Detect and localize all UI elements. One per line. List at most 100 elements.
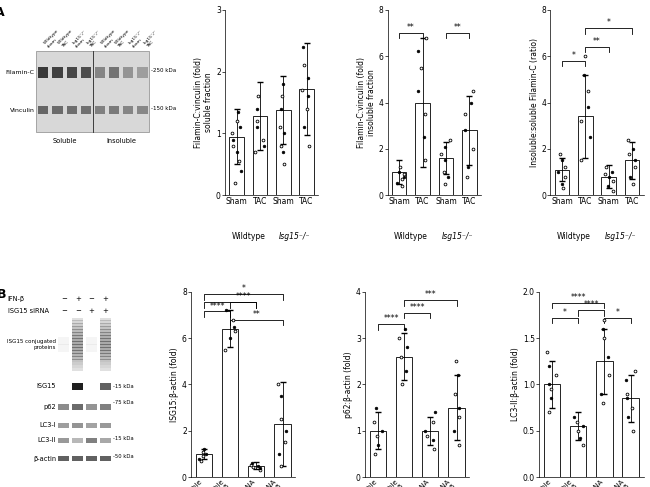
Bar [72,356,83,359]
Y-axis label: p62:β-actin (fold): p62:β-actin (fold) [344,351,353,418]
Bar [58,347,70,350]
Text: **: ** [407,23,415,32]
Bar [72,353,83,356]
Bar [72,404,83,410]
Bar [100,356,110,359]
Bar [222,329,238,477]
Y-axis label: Filamin-C:vinculin (fold)
insoluble fraction: Filamin-C:vinculin (fold) insoluble frac… [356,57,376,148]
Bar [625,161,639,195]
Text: IFN-β: IFN-β [8,297,25,302]
Bar [72,362,83,365]
Bar [100,323,110,327]
Bar [100,362,110,365]
Bar [253,116,267,195]
Text: -15 kDa: -15 kDa [113,384,134,389]
Bar [72,344,83,348]
Bar [86,456,97,461]
Bar [100,423,110,428]
Text: p62: p62 [44,404,56,410]
Bar [86,423,97,428]
Text: ****: **** [584,300,599,309]
Text: ****: **** [209,301,225,311]
Text: ISG15 siRNA: ISG15 siRNA [8,307,49,314]
Text: Wildtype
TAC: Wildtype TAC [57,29,77,49]
Bar [86,437,97,443]
Bar [100,338,110,342]
Bar [53,106,62,114]
Text: *: * [616,308,619,317]
Bar [300,89,314,195]
Bar [109,106,119,114]
Bar [137,106,148,114]
Bar [123,67,133,78]
Text: **: ** [454,23,462,32]
Bar [72,335,83,339]
Bar [81,67,91,78]
Text: Wildtype: Wildtype [394,232,428,242]
Bar [100,341,110,345]
Text: Isg15⁻/⁻
sham: Isg15⁻/⁻ sham [72,30,90,49]
Bar [570,426,586,477]
Bar [72,365,83,368]
Bar [66,106,77,114]
Bar [86,350,97,353]
Y-axis label: Filamin-C:vinculin (fold)
soluble fraction: Filamin-C:vinculin (fold) soluble fracti… [194,57,213,148]
Bar [95,67,105,78]
Bar [100,335,110,339]
Bar [58,342,70,345]
Bar [58,339,70,342]
Bar [578,116,593,195]
Bar [72,359,83,362]
Bar [72,347,83,351]
Text: Wildtype: Wildtype [231,232,265,242]
Bar [274,424,291,477]
Bar [422,431,439,477]
Bar [38,106,49,114]
Text: -75 kDa: -75 kDa [113,400,134,405]
Bar [100,320,110,324]
Bar [58,437,70,443]
Bar [86,337,97,339]
Text: LC3-I: LC3-I [40,422,56,428]
Text: +: + [102,307,109,314]
Text: ****: **** [384,314,398,323]
Text: Insoluble: Insoluble [106,138,136,144]
Text: ****: **** [571,293,586,302]
Text: +: + [75,297,81,302]
Bar [72,326,83,330]
Bar [53,67,62,78]
Text: +: + [102,297,109,302]
Bar [196,454,212,477]
Text: *: * [563,308,567,317]
Text: Isg15⁻/⁻: Isg15⁻/⁻ [280,232,311,242]
Bar [58,350,70,353]
Bar [137,67,148,78]
Bar [86,342,97,345]
Bar [100,344,110,348]
Y-axis label: LC3-II:β-actin (fold): LC3-II:β-actin (fold) [511,348,520,421]
Bar [392,172,406,195]
Bar [72,368,83,371]
Text: Isg15⁻/⁻
TAC: Isg15⁻/⁻ TAC [86,30,105,49]
Bar [81,106,91,114]
Text: ISG15: ISG15 [36,383,56,389]
Text: -15 kDa: -15 kDa [113,436,134,441]
Bar [396,356,412,477]
Text: −: − [75,307,81,314]
Bar [109,67,119,78]
Text: A: A [0,6,4,19]
Bar [276,110,291,195]
Text: Wildtype: Wildtype [556,232,590,242]
Text: *: * [241,284,245,293]
Bar [554,170,569,195]
Text: Isg15⁻/⁻
sham: Isg15⁻/⁻ sham [128,30,147,49]
Text: −: − [61,307,67,314]
Text: Isg15⁻/⁻: Isg15⁻/⁻ [604,232,636,242]
Bar [86,347,97,350]
Text: −: − [61,297,67,302]
Text: ***: *** [424,290,436,299]
Bar [86,404,97,410]
Text: **: ** [252,310,260,318]
Bar [623,398,639,477]
Bar [72,437,83,443]
